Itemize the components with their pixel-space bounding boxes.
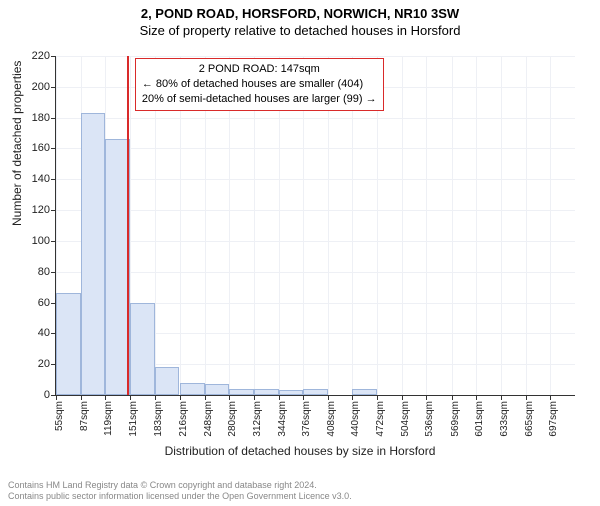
gridline-horizontal bbox=[56, 272, 575, 273]
xtick-mark bbox=[130, 395, 131, 400]
histogram-bar bbox=[303, 389, 328, 395]
xtick-label: 87sqm bbox=[79, 401, 90, 431]
xtick-mark bbox=[81, 395, 82, 400]
chart-container: Number of detached properties 0204060801… bbox=[0, 48, 600, 458]
xtick-label: 183sqm bbox=[153, 401, 164, 437]
xtick-label: 504sqm bbox=[400, 401, 411, 437]
gridline-vertical bbox=[501, 56, 502, 395]
xtick-label: 697sqm bbox=[548, 401, 559, 437]
gridline-horizontal bbox=[56, 210, 575, 211]
ytick-label: 0 bbox=[44, 389, 50, 401]
xtick-label: 55sqm bbox=[54, 401, 65, 431]
xtick-mark bbox=[550, 395, 551, 400]
xtick-label: 665sqm bbox=[524, 401, 535, 437]
histogram-bar bbox=[205, 384, 230, 395]
xtick-label: 376sqm bbox=[301, 401, 312, 437]
xtick-mark bbox=[476, 395, 477, 400]
histogram-bar bbox=[254, 389, 279, 395]
footer-line-2: Contains public sector information licen… bbox=[8, 491, 592, 502]
xtick-label: 119sqm bbox=[103, 401, 114, 436]
xtick-label: 633sqm bbox=[499, 401, 510, 437]
ytick-label: 220 bbox=[32, 50, 50, 62]
annotation-box: 2 POND ROAD: 147sqm ← 80% of detached ho… bbox=[135, 58, 384, 111]
footer-line-1: Contains HM Land Registry data © Crown c… bbox=[8, 480, 592, 491]
histogram-bar bbox=[130, 303, 155, 395]
gridline-horizontal bbox=[56, 179, 575, 180]
xtick-mark bbox=[180, 395, 181, 400]
ytick-label: 20 bbox=[38, 358, 50, 370]
xtick-mark bbox=[56, 395, 57, 400]
xtick-mark bbox=[254, 395, 255, 400]
ytick-label: 100 bbox=[32, 235, 50, 247]
ytick-label: 40 bbox=[38, 327, 50, 339]
xtick-mark bbox=[402, 395, 403, 400]
xtick-label: 601sqm bbox=[474, 401, 485, 437]
histogram-bar bbox=[155, 367, 180, 395]
xtick-mark bbox=[526, 395, 527, 400]
xtick-label: 536sqm bbox=[424, 401, 435, 437]
ytick-label: 160 bbox=[32, 142, 50, 154]
plot-area: 02040608010012014016018020022055sqm87sqm… bbox=[55, 56, 575, 396]
xtick-mark bbox=[155, 395, 156, 400]
histogram-bar bbox=[56, 293, 81, 395]
page-subtitle: Size of property relative to detached ho… bbox=[0, 23, 600, 38]
ytick-label: 60 bbox=[38, 297, 50, 309]
gridline-vertical bbox=[526, 56, 527, 395]
ytick-label: 180 bbox=[32, 112, 50, 124]
histogram-bar bbox=[229, 389, 254, 395]
xtick-label: 216sqm bbox=[178, 401, 189, 437]
xtick-mark bbox=[279, 395, 280, 400]
gridline-vertical bbox=[550, 56, 551, 395]
ytick-label: 200 bbox=[32, 81, 50, 93]
gridline-horizontal bbox=[56, 148, 575, 149]
gridline-horizontal bbox=[56, 56, 575, 57]
footer-attribution: Contains HM Land Registry data © Crown c… bbox=[8, 480, 592, 503]
reference-marker-line bbox=[127, 56, 129, 395]
histogram-bar bbox=[279, 390, 304, 395]
xtick-label: 151sqm bbox=[128, 401, 139, 437]
page-title: 2, POND ROAD, HORSFORD, NORWICH, NR10 3S… bbox=[0, 6, 600, 21]
gridline-horizontal bbox=[56, 241, 575, 242]
histogram-bar bbox=[352, 389, 377, 395]
xtick-label: 440sqm bbox=[350, 401, 361, 437]
ytick-label: 80 bbox=[38, 266, 50, 278]
gridline-vertical bbox=[402, 56, 403, 395]
xtick-mark bbox=[377, 395, 378, 400]
xtick-label: 344sqm bbox=[277, 401, 288, 437]
xtick-mark bbox=[105, 395, 106, 400]
xtick-mark bbox=[328, 395, 329, 400]
annotation-line-3: 20% of semi-detached houses are larger (… bbox=[142, 92, 377, 107]
xtick-mark bbox=[352, 395, 353, 400]
xtick-mark bbox=[426, 395, 427, 400]
xtick-mark bbox=[205, 395, 206, 400]
histogram-bar bbox=[81, 113, 106, 395]
xtick-mark bbox=[452, 395, 453, 400]
annotation-line-1: 2 POND ROAD: 147sqm bbox=[142, 62, 377, 77]
x-axis-label: Distribution of detached houses by size … bbox=[0, 444, 600, 458]
xtick-label: 248sqm bbox=[203, 401, 214, 437]
xtick-label: 408sqm bbox=[326, 401, 337, 437]
xtick-mark bbox=[501, 395, 502, 400]
annotation-line-2: ← 80% of detached houses are smaller (40… bbox=[142, 77, 377, 92]
histogram-bar bbox=[180, 383, 205, 395]
gridline-vertical bbox=[426, 56, 427, 395]
gridline-vertical bbox=[452, 56, 453, 395]
y-axis-label: Number of detached properties bbox=[10, 61, 24, 226]
xtick-mark bbox=[303, 395, 304, 400]
gridline-vertical bbox=[476, 56, 477, 395]
xtick-label: 312sqm bbox=[252, 401, 263, 437]
ytick-label: 140 bbox=[32, 173, 50, 185]
xtick-label: 472sqm bbox=[375, 401, 386, 437]
xtick-mark bbox=[229, 395, 230, 400]
xtick-label: 280sqm bbox=[227, 401, 238, 437]
gridline-horizontal bbox=[56, 118, 575, 119]
xtick-label: 569sqm bbox=[450, 401, 461, 437]
ytick-label: 120 bbox=[32, 204, 50, 216]
